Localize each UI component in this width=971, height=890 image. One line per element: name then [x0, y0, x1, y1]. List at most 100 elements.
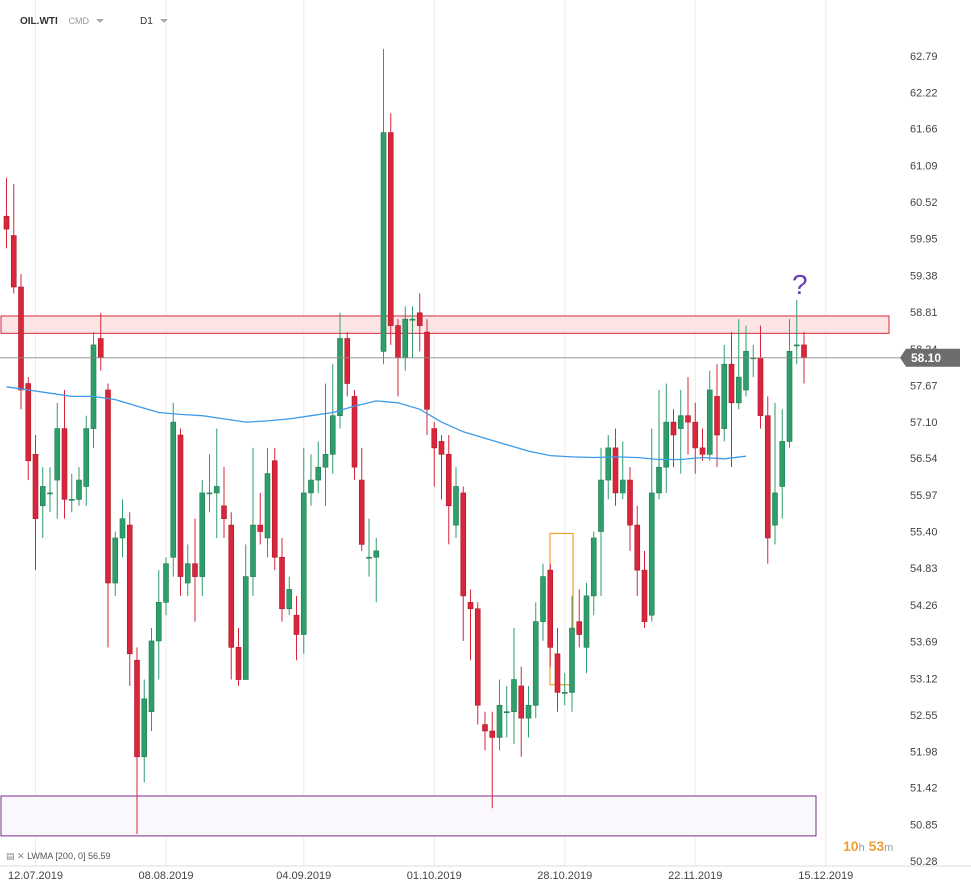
candle-body [743, 351, 749, 391]
candle-body [264, 473, 271, 539]
candle-body [322, 454, 329, 468]
candle-body [250, 524, 256, 577]
candle-body [279, 556, 285, 610]
candle-body [293, 614, 300, 635]
y-axis: 62.79 62.22 61.66 61.09 60.52 59.95 59.38 58.81… [910, 51, 938, 868]
candle [735, 319, 742, 410]
candle [61, 389, 68, 519]
candle [83, 415, 90, 506]
candle-body [438, 441, 445, 455]
candle [337, 312, 343, 429]
candle-body [634, 524, 641, 571]
candle [699, 428, 706, 461]
candle [358, 447, 365, 551]
candle-body [329, 415, 336, 455]
candle-body [18, 286, 24, 391]
indicator-settings-icon[interactable]: ▤ [6, 851, 15, 861]
y-tick-label: 55.97 [910, 490, 938, 502]
candle-body [569, 627, 575, 693]
candle-body [757, 357, 764, 417]
candle-body [257, 524, 264, 532]
candle-body [641, 569, 648, 622]
candle-body [561, 692, 568, 694]
lwma-line [6, 386, 747, 461]
candle [242, 544, 249, 680]
candle-body [170, 421, 177, 558]
y-tick-label: 50.85 [910, 819, 938, 831]
candle [793, 299, 800, 365]
candle [54, 402, 61, 519]
candle [409, 306, 416, 358]
candle-body [235, 647, 242, 680]
candle [677, 389, 684, 474]
candle-body [387, 132, 394, 326]
candle [764, 396, 771, 564]
candle [467, 589, 474, 661]
candle [670, 409, 677, 468]
candle-body [445, 454, 452, 507]
candle [18, 274, 24, 410]
x-tick-label: 04.09.2019 [276, 870, 331, 882]
candle-body [126, 524, 133, 655]
candle-body [605, 447, 612, 481]
candle [619, 441, 626, 500]
candle-body [656, 466, 662, 494]
candle [68, 473, 75, 513]
candle-body [699, 447, 706, 455]
candle [271, 447, 278, 571]
candle [119, 499, 126, 558]
candle-body [728, 363, 735, 404]
candle-body [112, 537, 119, 584]
timeframe-selector[interactable]: D1 [140, 16, 153, 27]
candle [373, 537, 380, 603]
candle [612, 428, 619, 506]
candle [351, 389, 358, 481]
symbol-selector[interactable]: OIL.WTI CMD [20, 16, 89, 27]
candle-body [206, 492, 213, 495]
candle-body [10, 235, 17, 288]
candle-body [90, 344, 97, 429]
candle-body [300, 492, 307, 635]
candle [32, 435, 39, 571]
symbol-dropdown-icon[interactable] [96, 19, 104, 23]
candle-body [344, 338, 351, 384]
candle-body [177, 434, 184, 577]
candle-body [32, 454, 39, 519]
candle-body [583, 595, 590, 648]
candle-body [663, 421, 670, 468]
candle-body [76, 479, 82, 500]
candle [47, 467, 53, 513]
candle-body [213, 486, 220, 494]
candle [90, 332, 97, 448]
candle-body [503, 711, 510, 714]
candle [532, 602, 539, 719]
candle [496, 679, 503, 751]
candle-body [25, 383, 32, 462]
candle [344, 332, 351, 397]
last-price-tag: 58.10 [900, 348, 960, 367]
market-label: CMD [68, 16, 90, 26]
candle [293, 595, 300, 661]
candle [714, 364, 720, 468]
candle [300, 447, 307, 654]
y-tick-label: 57.67 [910, 380, 938, 392]
candle-body [793, 344, 800, 347]
candle-body [395, 325, 401, 359]
candle-body [286, 589, 293, 610]
x-tick-label: 08.08.2019 [138, 870, 193, 882]
candle-body [706, 389, 713, 455]
candle-body [431, 428, 438, 449]
candle-body [786, 351, 793, 442]
candle-body [612, 447, 619, 494]
indicator-close-icon[interactable]: ✕ [17, 851, 25, 861]
candle [706, 370, 713, 461]
candle [170, 402, 177, 577]
candle [460, 486, 467, 641]
candle [503, 685, 510, 738]
timeframe-dropdown-icon[interactable] [160, 19, 168, 23]
candle-body [721, 363, 728, 429]
candle [757, 325, 764, 429]
candle-body [692, 421, 699, 449]
resistance-zone [0, 315, 890, 334]
